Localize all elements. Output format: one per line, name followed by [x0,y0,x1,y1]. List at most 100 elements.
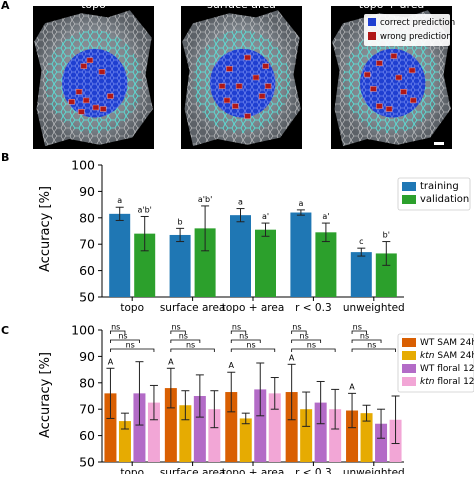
wrong-prediction-cell [264,83,272,89]
bar [109,213,131,297]
wrong-prediction-cell [244,113,251,119]
wrong-prediction-cell [107,93,114,99]
wrong-prediction-cell [78,109,85,115]
significance-ns-label: ns [118,332,127,341]
chart-legend: training validation [397,177,471,211]
legend-label: validation [420,194,469,205]
significance-ns-label: ns [186,341,195,350]
bar [104,393,117,462]
legend-label: correct prediction [380,18,455,28]
panel-c: C Accuracy [%] 5060708090100topoAnsnsnss… [1,323,474,478]
bar [118,421,131,462]
significance-letter: a [117,196,122,205]
chart-legend: WT SAM 24h ktn SAM 24h WT floral 12h ktn fl… [397,333,474,393]
image-label: topo + area [359,0,425,11]
wrong-prediction-cell [376,103,383,109]
bar [375,253,397,297]
significance-letter: a'b' [198,195,212,204]
wrong-prediction-cell [390,53,398,59]
bar [346,410,359,462]
scale-bar [434,142,444,145]
significance-letter: a [298,199,303,208]
legend-label: training [420,181,459,192]
legend-swatch [368,18,376,26]
bar [225,392,238,462]
y-tick-label: 90 [79,184,95,199]
bar [285,392,298,462]
panel-b-letter: B [1,151,9,164]
y-tick-label: 70 [79,237,95,252]
bar [255,229,276,297]
wrong-prediction-cell [252,74,260,81]
wrong-prediction-cell [258,93,266,99]
x-tick-label: topo + area [222,302,285,314]
legend-box [364,14,450,46]
significance-ns-label: ns [367,341,376,350]
wrong-prediction-cell [376,60,383,66]
wrong-prediction-cell [98,69,106,75]
bar [254,389,267,462]
wrong-prediction-cell [68,99,75,105]
legend-swatch [402,377,416,386]
bar [169,234,191,297]
y-tick-label: 100 [71,323,95,338]
wrong-prediction-cell [400,89,407,95]
significance-bracket [351,330,367,334]
x-tick-label: unweighted [343,302,405,314]
significance-letter: a' [262,212,269,221]
significance-bracket [230,330,247,334]
significance-bracket [351,339,382,343]
significance-ns-label: ns [232,323,241,332]
meristem-image: surface area [181,0,302,149]
wrong-prediction-cell [223,97,231,104]
legend-swatch [402,338,416,347]
central-zone-correct [210,48,276,118]
bar [300,409,313,462]
y-tick-label: 50 [79,455,95,470]
wrong-prediction-cell [395,74,403,81]
legend-label: WT floral 12h [420,364,474,374]
significance-letter: c [359,237,363,246]
legend-label: ktn floral 12h [420,377,474,387]
bar [290,212,312,297]
wrong-prediction-cell [75,89,83,95]
bar [193,396,206,462]
wrong-prediction-cell [410,97,417,104]
image-label: topo [81,0,106,11]
bar [194,228,216,297]
panel-b-y-axis-label: Accuracy [%] [38,186,53,272]
wrong-prediction-cell [235,83,243,89]
y-tick-label: 50 [79,290,95,305]
significance-bracket [170,339,201,343]
x-tick-label: topo + area [222,467,285,474]
wrong-prediction-cell [262,63,269,69]
significance-ns-label: ns [179,332,188,341]
significance-ns-label: ns [111,323,120,332]
y-tick-label: 100 [71,158,95,173]
significance-letter: A [289,353,295,362]
bar [147,402,160,462]
y-tick-label: 60 [79,263,95,278]
prediction-legend: correct prediction wrong prediction [364,14,455,46]
wrong-prediction-cell [80,63,88,69]
y-tick-label: 60 [79,428,95,443]
significance-ns-label: ns [353,323,362,332]
significance-bracket [230,348,276,352]
central-zone-correct [62,48,128,118]
significance-letter: A [108,357,114,366]
bar [230,215,251,297]
significance-bracket [110,339,140,343]
bar [239,418,252,462]
y-tick-label: 90 [79,349,95,364]
panel-c-y-axis-label: Accuracy [%] [38,352,53,438]
significance-letter: b' [383,231,390,240]
significance-letter: A [349,382,355,391]
wrong-prediction-cell [385,106,393,112]
bar [208,409,221,462]
wrong-prediction-cell [82,97,90,104]
y-tick-label: 70 [79,402,95,417]
x-tick-label: unweighted [343,467,405,474]
legend-label: ktn SAM 24h [420,351,474,361]
x-tick-label: r < 0.3 [295,302,332,314]
